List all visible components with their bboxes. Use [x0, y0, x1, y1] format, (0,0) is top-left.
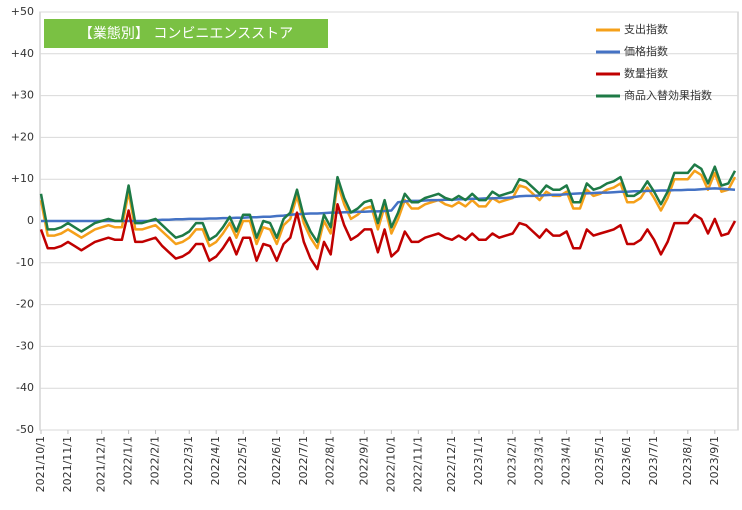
y-tick-label: +40 — [11, 47, 34, 60]
x-tick-label: 2023/2/1 — [506, 436, 519, 485]
legend-label: 数量指数 — [624, 66, 668, 80]
y-tick-label: -40 — [16, 381, 34, 394]
y-tick-label: -30 — [16, 339, 34, 352]
series-line — [39, 203, 737, 271]
x-tick-label: 2022/10/1 — [384, 436, 397, 492]
x-tick-label: 2023/1/1 — [472, 436, 485, 485]
y-tick-label: +30 — [11, 89, 34, 102]
y-tick-label: -10 — [16, 256, 34, 269]
series-line — [39, 169, 737, 250]
y-tick-label: 0 — [27, 214, 34, 227]
x-tick-label: 2022/6/1 — [270, 436, 283, 485]
legend-label: 価格指数 — [624, 44, 668, 58]
x-tick-label: 2023/3/1 — [533, 436, 546, 485]
x-tick-label: 2023/6/1 — [620, 436, 633, 485]
series-line — [39, 163, 737, 244]
x-tick-label: 2023/5/1 — [593, 436, 606, 485]
x-tick-label: 2021/12/1 — [95, 436, 108, 492]
legend-label: 支出指数 — [624, 22, 668, 36]
title-box — [44, 19, 328, 48]
x-tick-label: 2022/4/1 — [209, 436, 222, 485]
x-tick-label: 2022/2/1 — [149, 436, 162, 485]
x-tick-label: 2023/8/1 — [681, 436, 694, 485]
legend-label: 商品入替効果指数 — [624, 88, 712, 102]
y-tick-label: +20 — [11, 130, 34, 143]
x-tick-label: 2023/9/1 — [708, 436, 721, 485]
x-tick-label: 2022/1/1 — [122, 436, 135, 485]
y-tick-label: -20 — [16, 298, 34, 311]
x-tick-label: 2022/8/1 — [324, 436, 337, 485]
y-tick-label: -50 — [16, 423, 34, 436]
x-tick-label: 2022/3/1 — [182, 436, 195, 485]
y-tick-label: +50 — [11, 5, 34, 18]
x-tick-label: 2022/5/1 — [236, 436, 249, 485]
x-tick-label: 2023/4/1 — [560, 436, 573, 485]
y-tick-label: +10 — [11, 172, 34, 185]
x-tick-label: 2021/10/1 — [34, 436, 47, 492]
x-tick-label: 2022/9/1 — [357, 436, 370, 485]
x-tick-label: 2023/7/1 — [647, 436, 660, 485]
x-tick-label: 2022/12/1 — [445, 436, 458, 492]
chart-title: 【業態別】 コンビニエンスストア — [79, 26, 293, 42]
x-tick-label: 2022/7/1 — [297, 436, 310, 485]
x-tick-label: 2022/11/1 — [411, 436, 424, 492]
x-tick-label: 2021/11/1 — [61, 436, 74, 492]
